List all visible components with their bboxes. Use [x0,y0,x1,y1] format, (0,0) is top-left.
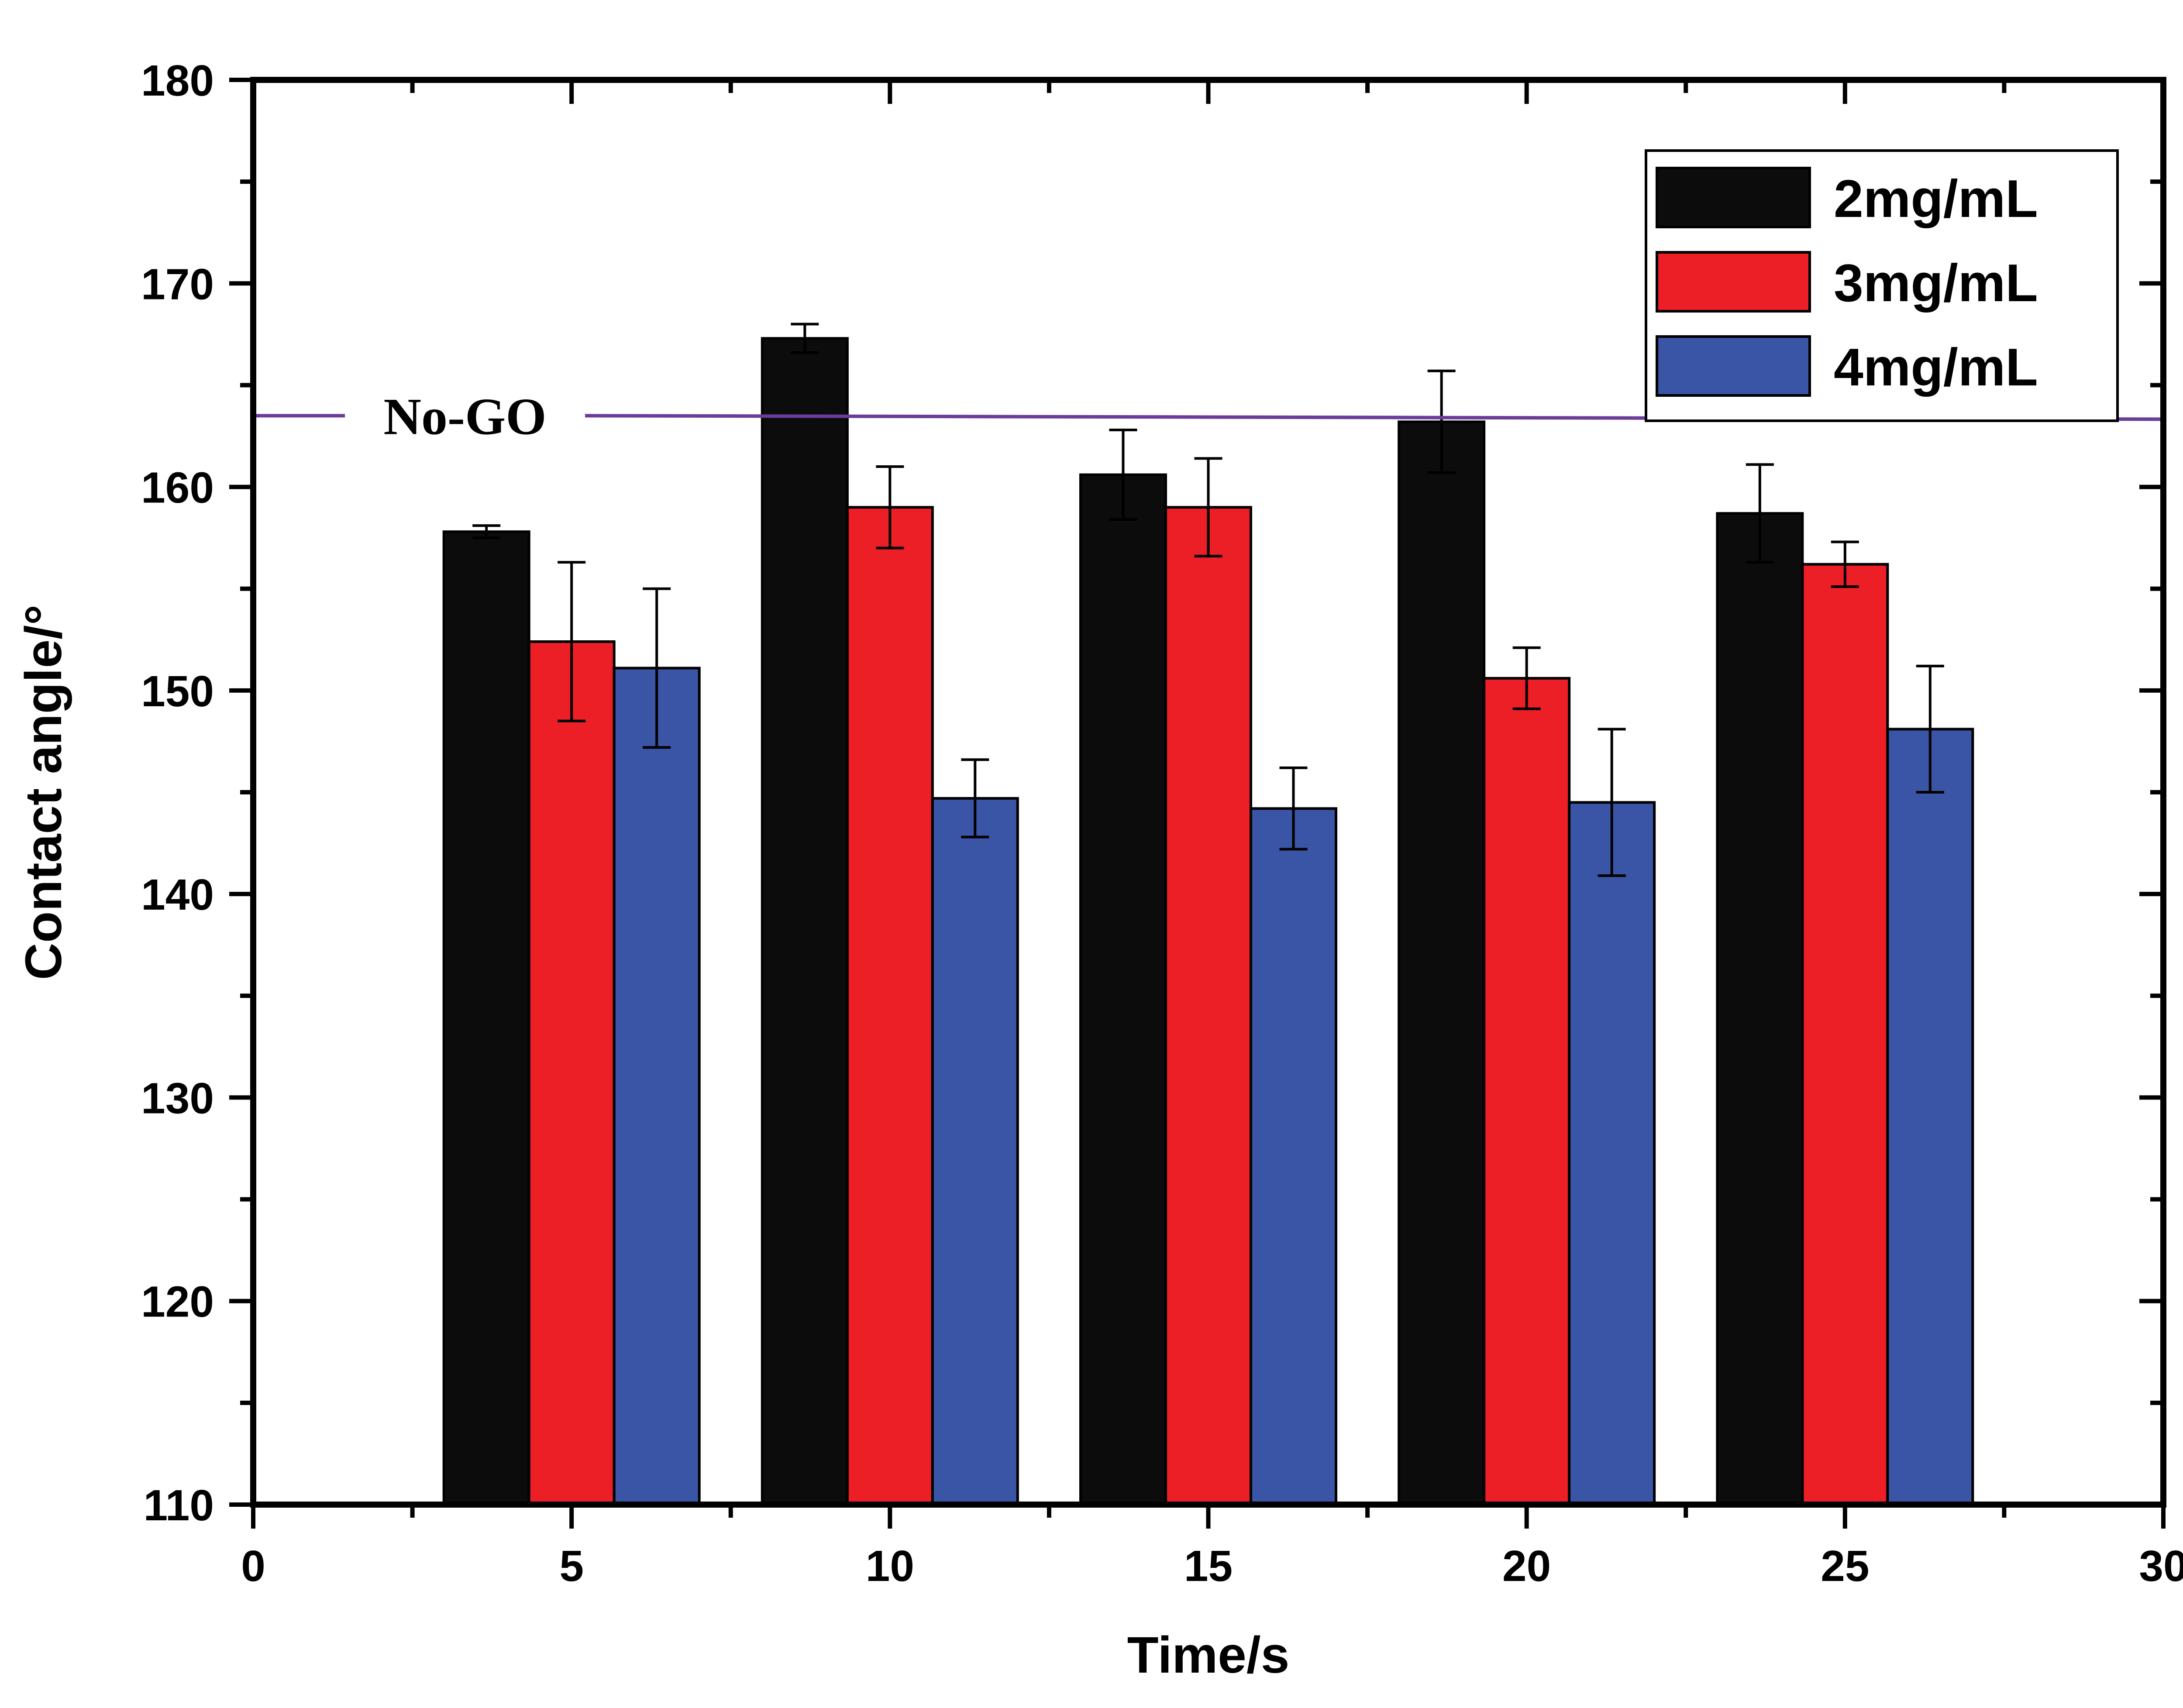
y-tick-label: 130 [141,1074,214,1123]
bar-2mgml-t10 [761,337,849,1506]
error-bar [1279,766,1308,851]
y-tick-label: 140 [141,870,214,919]
x-tick-label: 5 [559,1542,584,1591]
error-bar [643,587,671,749]
bar-4mgml-t5 [613,667,701,1506]
bar-3mgml-t5 [527,640,616,1506]
error-bar [1194,457,1222,558]
x-tick-label: 0 [241,1542,265,1591]
error-bar [1746,463,1774,564]
error-bar [1427,369,1456,474]
bar-2mgml-t20 [1398,420,1486,1506]
error-bar [1831,540,1859,588]
error-bar [1109,429,1137,521]
error-bar [1598,728,1626,877]
legend-label: 4mg/mL [1834,337,2038,397]
bar-4mgml-t25 [1886,728,1974,1506]
legend-swatch [1656,335,1811,397]
error-bar [472,524,501,540]
y-tick-label: 150 [141,667,214,716]
x-axis-title: Time/s [1127,1626,1290,1684]
bar-4mgml-t20 [1568,801,1656,1506]
bar-3mgml-t15 [1164,506,1252,1506]
error-bar [961,758,989,839]
ticks-layer [229,78,2166,1529]
bar-2mgml-t25 [1716,512,1804,1506]
x-tick-label: 20 [1502,1542,1551,1591]
y-tick-label: 170 [141,260,214,309]
y-tick-label: 180 [141,56,214,105]
y-tick-label: 110 [144,1481,214,1530]
bar-3mgml-t25 [1801,563,1889,1506]
bar-4mgml-t15 [1250,807,1337,1506]
legend-label: 2mg/mL [1834,169,2038,228]
error-bar [876,465,904,550]
legend-swatch [1656,251,1811,313]
y-tick-label: 120 [141,1278,214,1327]
legend-label: 3mg/mL [1834,253,2038,313]
bars-layer [442,337,1974,1506]
x-tick-label: 15 [1184,1542,1233,1591]
error-bar [1512,646,1541,710]
bar-4mgml-t10 [931,797,1019,1506]
x-tick-label: 10 [866,1542,914,1591]
error-bar [791,323,819,354]
tick-labels-layer: 0 5 10 15 20 25 30 110 120 130 140 150 160 170 180 [141,56,2183,1591]
error-bar [1916,664,1944,794]
x-tick-label: 25 [1821,1542,1869,1591]
bar-3mgml-t10 [846,506,934,1506]
bar-2mgml-t15 [1079,473,1167,1506]
bar-2mgml-t5 [442,530,530,1506]
bar-3mgml-t20 [1483,677,1571,1506]
y-axis-title: Contact angle/° [15,605,72,980]
errorbars-layer [472,323,1944,877]
y-tick-label: 160 [141,464,214,512]
x-tick-label: 30 [2139,1542,2183,1591]
error-bar [558,561,586,722]
reference-line-label: No-GO [383,387,546,445]
legend: 2mg/mL 3mg/mL 4mg/mL [1645,149,2119,422]
legend-swatch [1656,167,1811,228]
